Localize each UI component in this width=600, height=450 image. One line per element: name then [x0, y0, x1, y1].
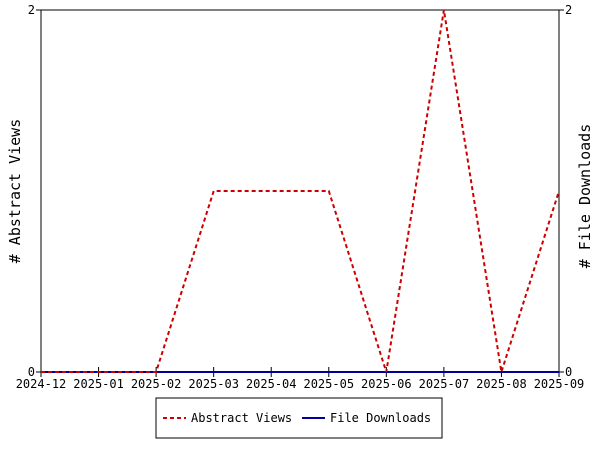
x-tick-label: 2025-03: [188, 377, 239, 391]
y2-tick-label: 0: [565, 365, 572, 379]
series-layer: [41, 9, 560, 373]
legend: Abstract Views File Downloads: [155, 397, 443, 439]
y-tick-label: 2: [28, 3, 35, 17]
x-tick-label: 2025-02: [131, 377, 182, 391]
y-axis-right: 02: [559, 3, 572, 379]
x-tick-label: 2024-12: [16, 377, 67, 391]
legend-label-abstract-views: Abstract Views: [191, 411, 292, 425]
x-tick-label: 2025-01: [73, 377, 124, 391]
y2-tick-label: 2: [565, 3, 572, 17]
x-tick-label: 2025-06: [361, 377, 412, 391]
series-line-abstract-views: [41, 9, 560, 373]
x-axis: 2024-12 2025-01 2025-02 2025-03 2025-04 2025-…: [16, 367, 585, 391]
legend-label-file-downloads: File Downloads: [330, 411, 431, 425]
x-tick-label: 2025-09: [534, 377, 585, 391]
y-axis-label: # Abstract Views: [6, 119, 24, 264]
y-axis-left: 02: [28, 3, 41, 379]
x-tick-label: 2025-05: [303, 377, 354, 391]
x-tick-label: 2025-04: [246, 377, 297, 391]
plot-area: [40, 9, 560, 373]
x-tick-label: 2025-07: [419, 377, 470, 391]
y2-axis-label: # File Downloads: [576, 124, 594, 269]
legend-box: [155, 397, 443, 439]
x-tick-label: 2025-08: [476, 377, 527, 391]
y-tick-label: 0: [28, 365, 35, 379]
